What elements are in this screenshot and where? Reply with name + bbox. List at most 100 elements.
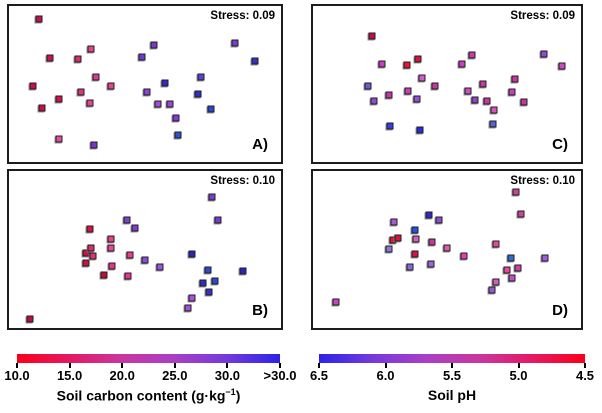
colorbar-tick bbox=[16, 363, 18, 368]
sample-point bbox=[508, 274, 516, 282]
sample-point bbox=[520, 98, 528, 106]
carbon-title-close-paren: ) bbox=[235, 387, 241, 404]
carbon-title-text: Soil carbon content (g·kg bbox=[56, 387, 226, 404]
sample-point bbox=[100, 271, 108, 279]
sample-point bbox=[124, 272, 132, 280]
sample-point bbox=[86, 99, 94, 107]
sample-point bbox=[126, 251, 134, 259]
sample-point bbox=[55, 135, 63, 143]
colorbar-tick-label: 5.5 bbox=[442, 368, 462, 383]
sample-point bbox=[479, 80, 487, 88]
sample-point bbox=[150, 41, 158, 49]
sample-point bbox=[86, 225, 94, 233]
colorbar-title-ph: Soil pH bbox=[427, 387, 477, 403]
sample-point bbox=[471, 96, 479, 104]
stress-value-c: Stress: 0.09 bbox=[510, 10, 575, 22]
sample-point bbox=[82, 259, 90, 267]
colorbar-tick-labels-carbon: 10.0 15.0 20.0 25.0 30.0 >30.0 bbox=[4, 368, 296, 383]
colorbar-tick bbox=[584, 363, 586, 368]
sample-point bbox=[394, 234, 402, 242]
sample-point bbox=[123, 216, 131, 224]
sample-point bbox=[141, 256, 149, 264]
colorbar-tick-label: 6.0 bbox=[376, 368, 395, 383]
sample-point bbox=[411, 250, 419, 258]
sample-point bbox=[517, 210, 525, 218]
sample-point bbox=[492, 278, 500, 286]
sample-point bbox=[154, 100, 162, 108]
sample-point bbox=[197, 73, 205, 81]
sample-point bbox=[166, 100, 174, 108]
colorbar-tick bbox=[517, 363, 520, 368]
sample-point bbox=[468, 51, 476, 59]
sample-point bbox=[207, 105, 215, 113]
sample-point bbox=[512, 188, 520, 196]
sample-point bbox=[540, 50, 548, 58]
sample-point bbox=[386, 122, 394, 130]
nmds-panel-c: Stress: 0.09 C) bbox=[311, 4, 583, 164]
sample-point bbox=[174, 131, 182, 139]
colorbar-tick-label: 6.5 bbox=[309, 368, 329, 383]
sample-point bbox=[90, 141, 98, 149]
nmds-panel-b: Stress: 0.10 B) bbox=[7, 169, 283, 330]
sample-point bbox=[406, 263, 414, 271]
sample-point bbox=[156, 263, 164, 271]
colorbar-soil-ph: 6.5 6.0 5.5 5.0 4.5 Soil pH bbox=[310, 354, 594, 403]
sample-point bbox=[503, 266, 511, 274]
sample-point bbox=[508, 88, 516, 96]
sample-point bbox=[138, 53, 146, 61]
panel-letter-d: D) bbox=[552, 302, 568, 319]
sample-point bbox=[378, 60, 386, 68]
sample-point bbox=[541, 254, 549, 262]
sample-point bbox=[427, 260, 435, 268]
nmds-panel-a: Stress: 0.09 A) bbox=[7, 4, 283, 164]
sample-point bbox=[488, 286, 496, 294]
scatter-points-layer-c bbox=[313, 6, 581, 162]
colorbar-soil-carbon: 10.0 15.0 20.0 25.0 30.0 >30.0 Soil carbon co… bbox=[4, 354, 296, 404]
stress-value-b: Stress: 0.10 bbox=[210, 175, 275, 187]
colorbar-tick bbox=[384, 363, 387, 368]
sample-point bbox=[211, 277, 219, 285]
sample-point bbox=[385, 245, 393, 253]
sample-point bbox=[458, 60, 466, 68]
sample-point bbox=[184, 304, 192, 312]
sample-point bbox=[239, 267, 247, 275]
sample-point bbox=[107, 235, 115, 243]
colorbar-tick bbox=[279, 363, 281, 368]
sample-point bbox=[199, 279, 207, 287]
sample-point bbox=[77, 88, 85, 96]
sample-point bbox=[490, 106, 498, 114]
sample-point bbox=[172, 114, 180, 122]
sample-point bbox=[87, 45, 95, 53]
sample-point bbox=[204, 266, 212, 274]
colorbar-tick-label: 5.0 bbox=[509, 368, 528, 383]
sample-point bbox=[208, 193, 216, 201]
sample-point bbox=[92, 73, 100, 81]
colorbar-tick-label: 25.0 bbox=[162, 368, 188, 383]
sample-point bbox=[411, 226, 419, 234]
scatter-points-layer-a bbox=[9, 6, 281, 162]
sample-point bbox=[404, 87, 412, 95]
sample-point bbox=[514, 264, 522, 272]
sample-point bbox=[368, 32, 376, 40]
stress-value-d: Stress: 0.10 bbox=[510, 175, 575, 187]
colorbar-gradient-carbon bbox=[17, 354, 280, 363]
sample-point bbox=[231, 39, 239, 47]
sample-point bbox=[205, 288, 213, 296]
sample-point bbox=[107, 244, 115, 252]
sample-point bbox=[413, 95, 421, 103]
scatter-points-layer-d bbox=[313, 171, 581, 328]
colorbar-tick-label: 15.0 bbox=[56, 368, 83, 383]
sample-point bbox=[507, 254, 515, 262]
sample-point bbox=[418, 74, 426, 82]
sample-point bbox=[55, 95, 63, 103]
scatter-points-layer-b bbox=[9, 171, 281, 328]
sample-point bbox=[558, 62, 566, 70]
sample-point bbox=[385, 91, 393, 99]
sample-point bbox=[390, 218, 398, 226]
stress-value-a: Stress: 0.09 bbox=[210, 10, 275, 22]
sample-point bbox=[194, 90, 202, 98]
colorbar-tick-label: 10.0 bbox=[4, 368, 30, 383]
sample-point bbox=[89, 252, 97, 260]
colorbar-tick-label: 30.0 bbox=[214, 368, 241, 383]
sample-point bbox=[431, 82, 439, 90]
